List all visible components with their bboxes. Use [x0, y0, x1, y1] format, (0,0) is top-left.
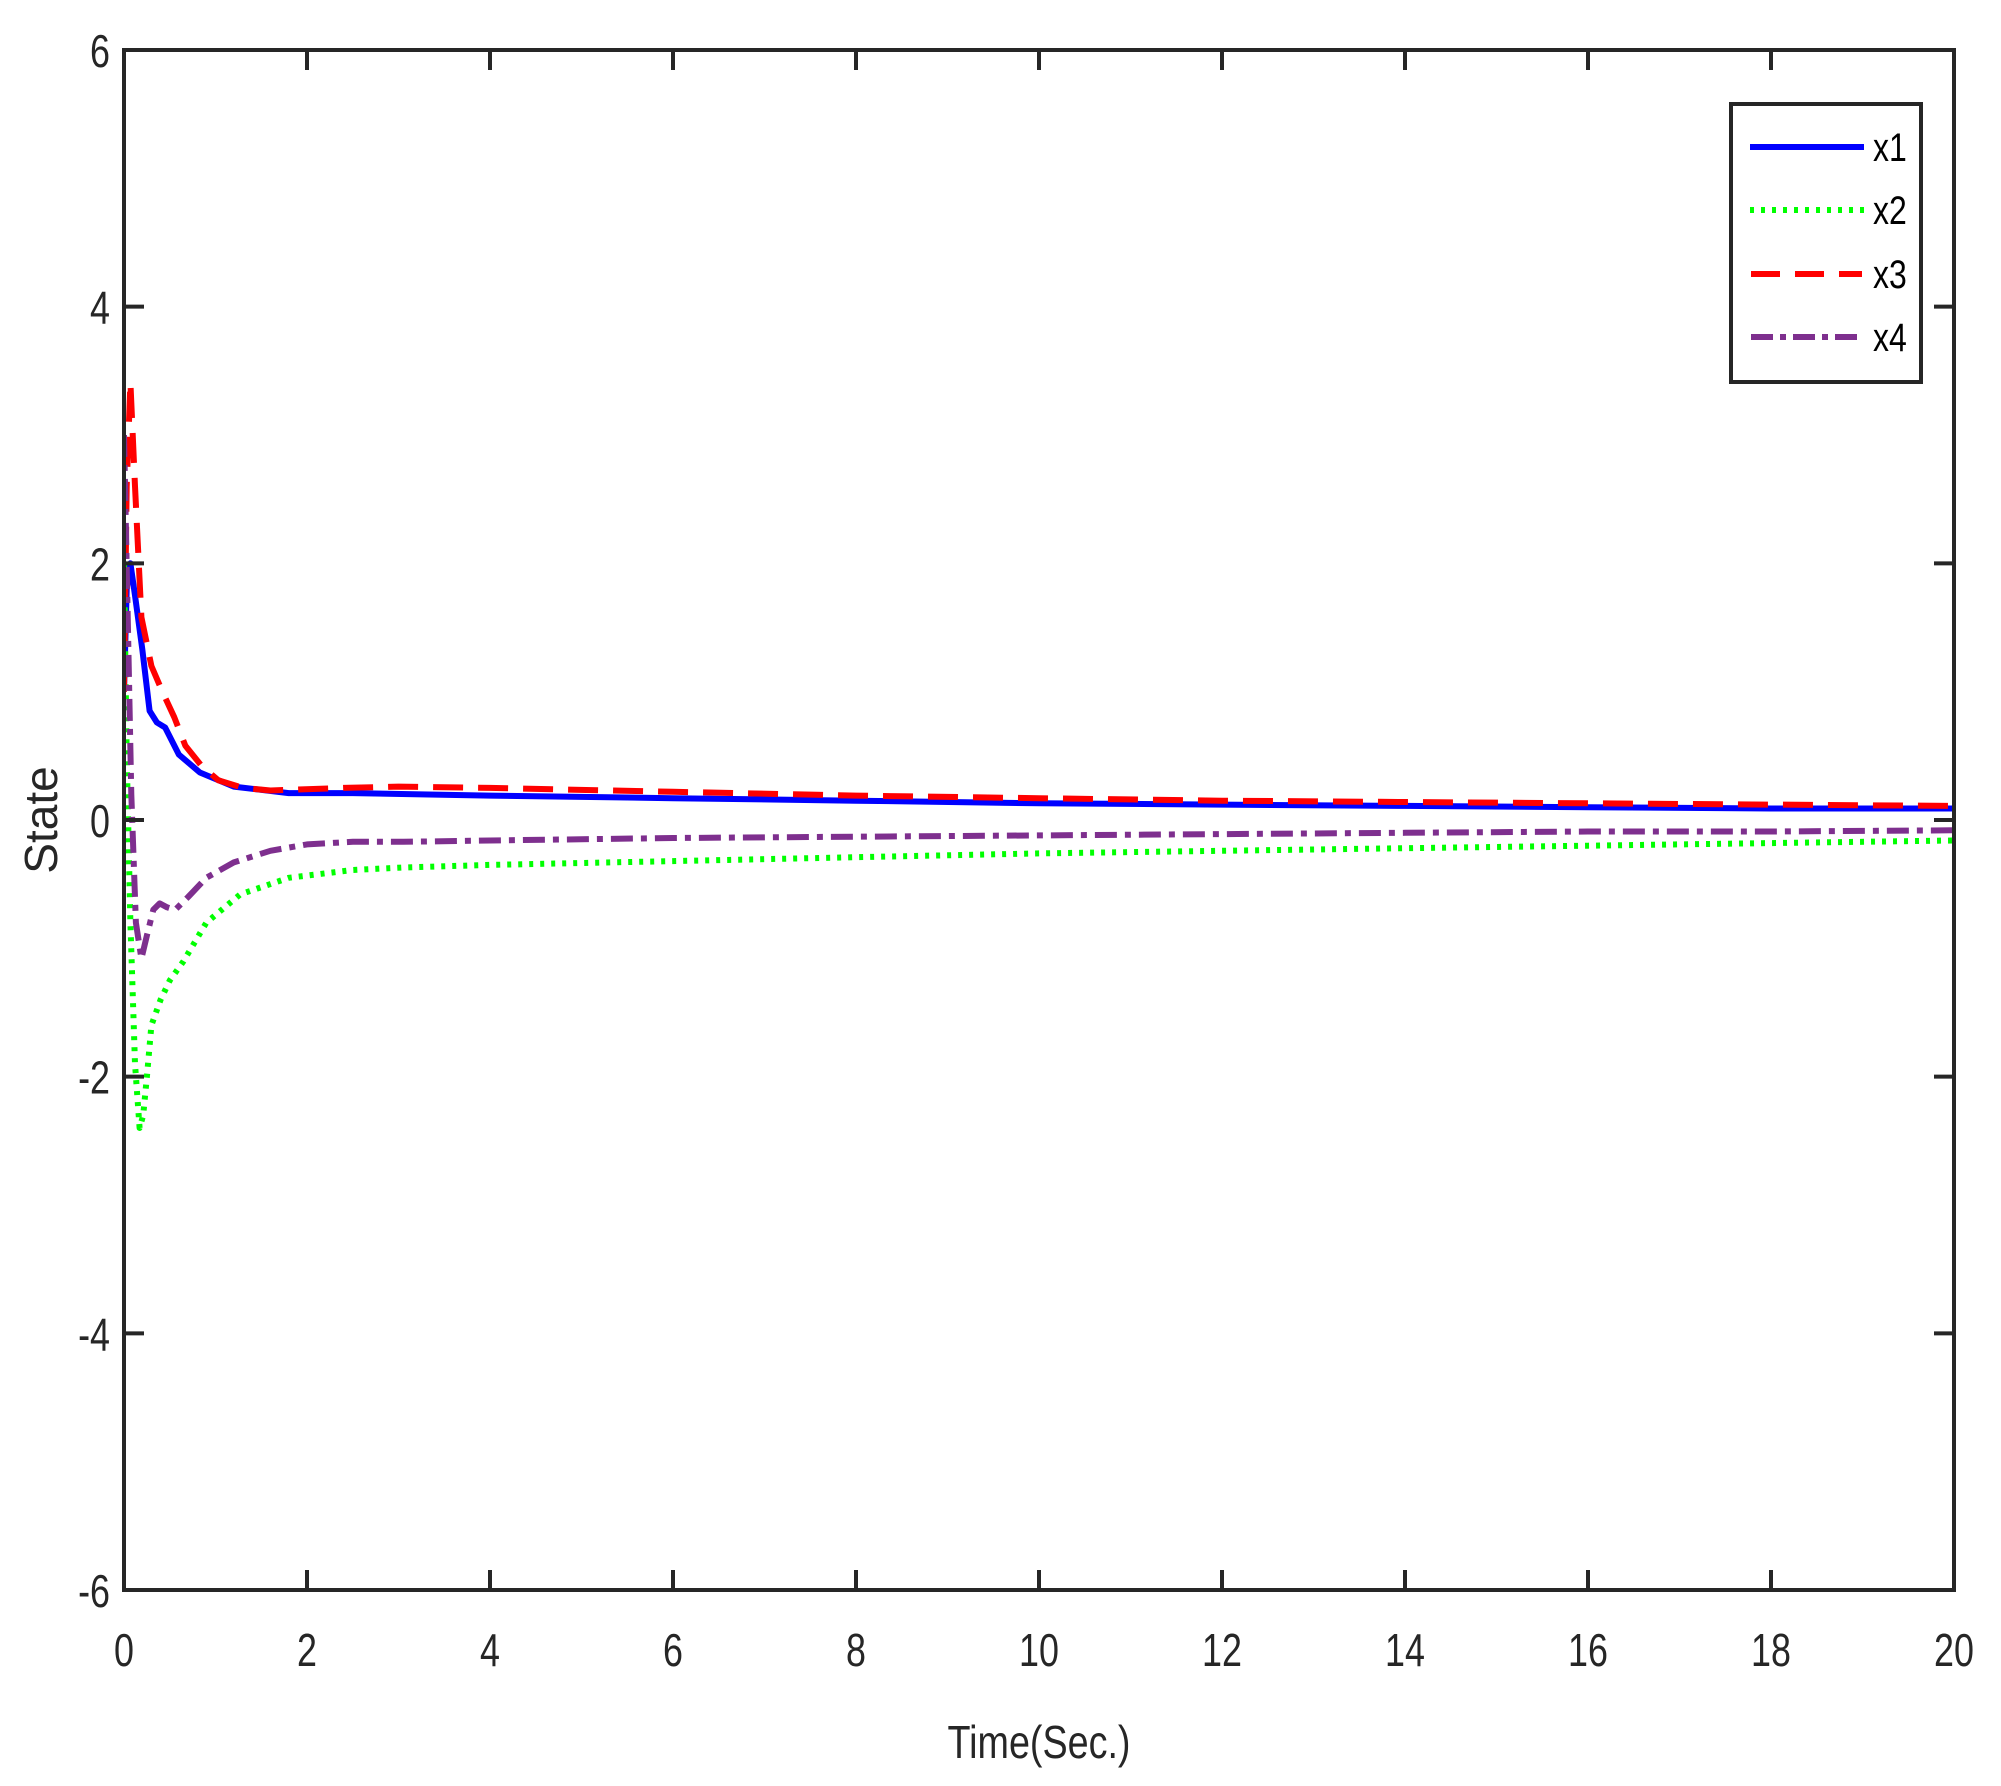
plot-area-border	[122, 48, 1956, 1592]
series-line-x1	[124, 560, 1954, 812]
legend-label-x1: x1	[1873, 125, 1907, 170]
x-tick-label: 16	[1568, 1625, 1608, 1676]
legend-entry-x4: x4	[1751, 315, 1907, 360]
y-tick-label: -4	[78, 1309, 110, 1360]
legend-entry-x2: x2	[1750, 188, 1907, 233]
x-tick-label: 8	[846, 1625, 866, 1676]
y-axis-ticks: -6 -4 -2 0 2 4 6	[78, 26, 1954, 1617]
y-axis-label: State	[15, 766, 67, 873]
x-tick-label: 14	[1385, 1625, 1425, 1676]
y-tick-label: -6	[78, 1566, 110, 1617]
legend-entry-x1: x1	[1750, 125, 1907, 170]
x-tick-label: 4	[480, 1625, 500, 1676]
legend-label-x2: x2	[1873, 188, 1907, 233]
legend-label-x3: x3	[1873, 252, 1907, 297]
x-tick-label: 20	[1934, 1625, 1974, 1676]
axes-frame	[122, 48, 1956, 1592]
x-tick-label: 2	[297, 1625, 317, 1676]
x-tick-label: 18	[1751, 1625, 1791, 1676]
series-line-x3	[124, 379, 1954, 809]
x-tick-label: 0	[114, 1625, 134, 1676]
legend: x1 x2 x3 x4	[1729, 102, 1923, 384]
series-line-x4	[124, 434, 1954, 962]
legend-entry-x3: x3	[1751, 252, 1907, 297]
x-axis-ticks: 0 2 4 6 8 10 12 14 16 18 20	[114, 50, 1974, 1676]
y-tick-label: 0	[90, 796, 110, 847]
x-tick-label: 6	[663, 1625, 683, 1676]
y-tick-label: 4	[90, 282, 110, 333]
x-axis-label: Time(Sec.)	[948, 1716, 1131, 1767]
y-tick-label: -2	[78, 1052, 110, 1103]
series-layer	[124, 379, 1954, 1131]
y-tick-label: 2	[90, 539, 110, 590]
y-tick-label: 6	[90, 26, 110, 77]
legend-label-x4: x4	[1873, 315, 1907, 360]
series-line-x2	[124, 563, 1954, 1131]
x-tick-label: 12	[1202, 1625, 1242, 1676]
x-tick-label: 10	[1019, 1625, 1059, 1676]
